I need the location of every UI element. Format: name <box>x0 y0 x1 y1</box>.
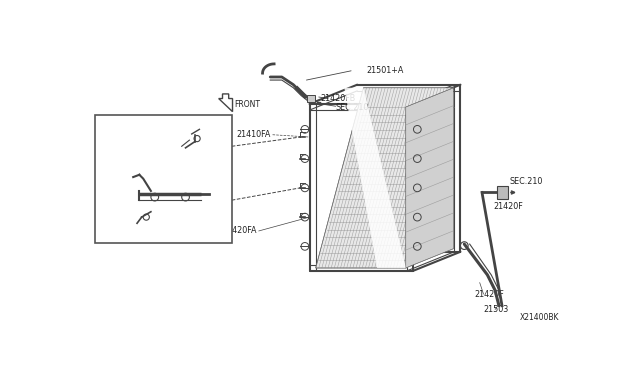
Bar <box>307 96 315 102</box>
Text: 21501: 21501 <box>109 180 134 189</box>
Text: 21410FA: 21410FA <box>237 130 271 139</box>
Text: 21420F: 21420F <box>474 290 504 299</box>
Text: 21501+A: 21501+A <box>367 66 404 75</box>
Polygon shape <box>406 88 454 268</box>
Text: SEC.210: SEC.210 <box>509 177 543 186</box>
Polygon shape <box>219 94 232 112</box>
Text: 21420G: 21420G <box>105 142 136 151</box>
Bar <box>95 115 232 243</box>
Text: 21420FA: 21420FA <box>223 227 257 235</box>
Text: 21420FB: 21420FB <box>320 94 356 103</box>
Text: FRONT: FRONT <box>234 100 260 109</box>
Text: 21420F: 21420F <box>493 202 524 211</box>
Text: 21432: 21432 <box>194 122 220 132</box>
Text: 21503: 21503 <box>484 305 509 314</box>
Text: 21410AA: 21410AA <box>134 225 170 234</box>
Text: SEC.210: SEC.210 <box>336 103 369 112</box>
Text: X21400BK: X21400BK <box>520 313 559 322</box>
Polygon shape <box>316 88 454 268</box>
Polygon shape <box>344 88 406 268</box>
Bar <box>497 186 508 199</box>
Text: 21410F: 21410F <box>122 209 151 218</box>
